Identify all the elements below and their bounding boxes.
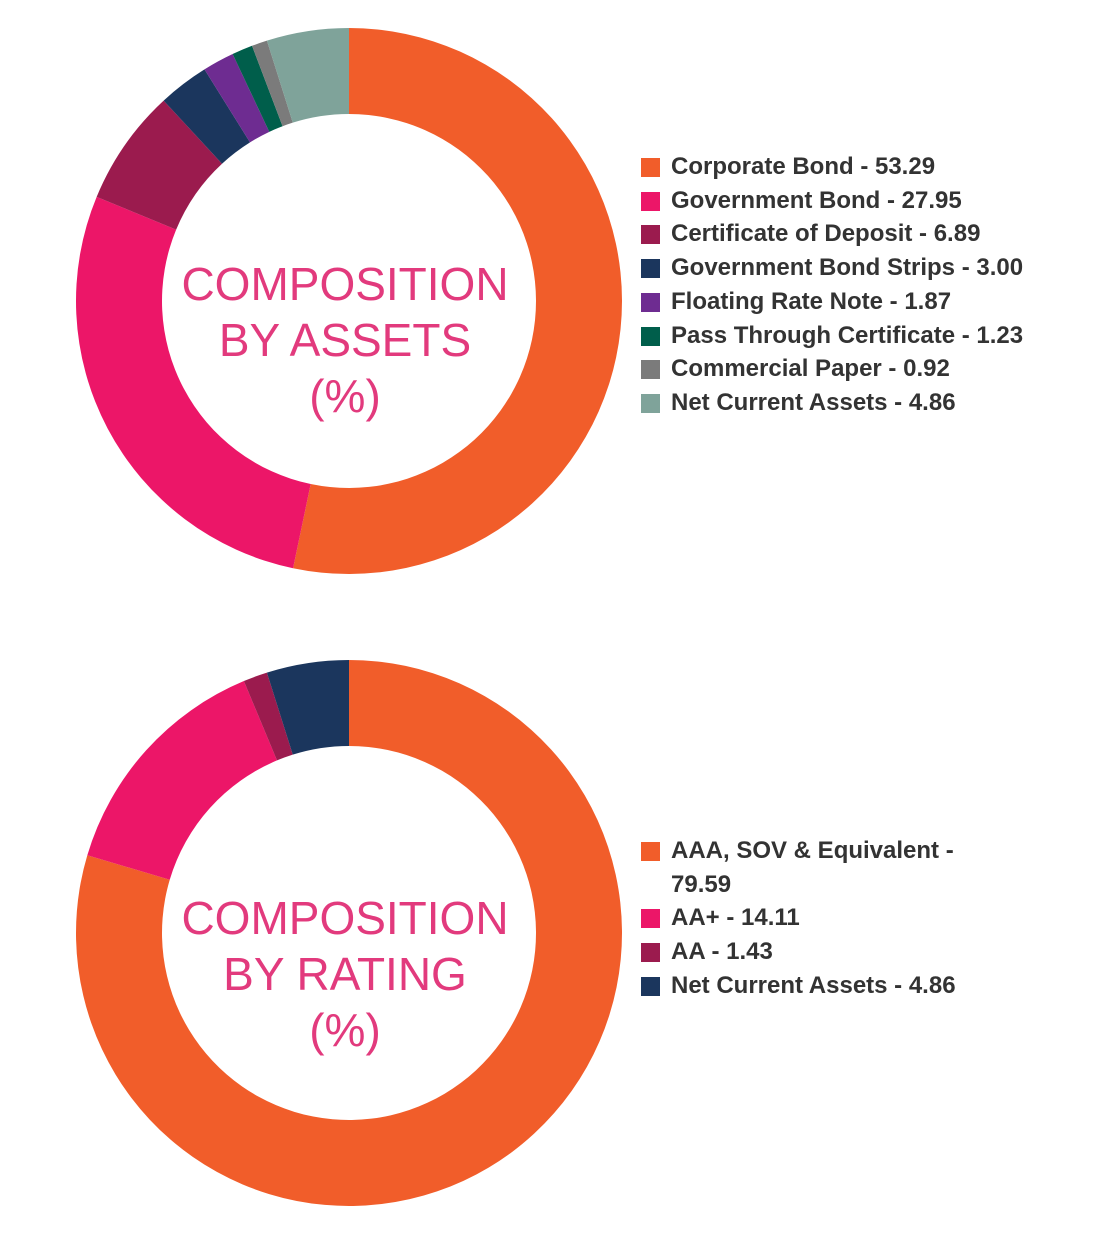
- legend-label: AAA, SOV & Equivalent - 79.59: [671, 837, 954, 898]
- assets-legend-item-net-current-assets: Net Current Assets - 4.86: [641, 386, 1023, 420]
- assets-title-line-1: COMPOSITION: [181, 258, 509, 310]
- rating-legend: AAA, SOV & Equivalent - 79.59 AA+ - 14.11…: [641, 834, 1001, 1003]
- legend-label: Commercial Paper - 0.92: [671, 355, 950, 383]
- assets-legend-item-commercial-paper: Commercial Paper - 0.92: [641, 352, 1023, 386]
- assets-title-line-2: BY ASSETS: [218, 314, 472, 366]
- rating-slice-net-current-assets: [266, 660, 349, 755]
- legend-label: Pass Through Certificate - 1.23: [671, 321, 1024, 349]
- assets-legend-item-pass-through-certificate: Pass Through Certificate - 1.23: [641, 319, 1023, 353]
- assets-legend: Corporate Bond - 53.29 Government Bond - …: [641, 150, 1023, 420]
- legend-label: AA+ - 14.11: [671, 904, 800, 932]
- assets-slice-government-bond: [75, 196, 311, 569]
- assets-center-title: COMPOSITION BY ASSETS (%): [160, 256, 530, 424]
- rating-legend-item-aa: AA+ - 14.11: [641, 901, 1001, 935]
- assets-legend-item-certificate-of-deposit: Certificate of Deposit - 6.89: [641, 217, 1023, 251]
- assets-legend-item-corporate-bond: Corporate Bond - 53.29: [641, 150, 1023, 184]
- rating-legend-item-net-current-assets: Net Current Assets - 4.86: [641, 969, 1001, 1003]
- legend-swatch: [641, 909, 660, 929]
- legend-swatch: [641, 393, 660, 413]
- rating-legend-item-aaa-sov-equivalent: AAA, SOV & Equivalent - 79.59: [641, 834, 1001, 901]
- legend-label: Net Current Assets - 4.86: [671, 388, 956, 416]
- assets-slice-certificate-of-deposit: [96, 100, 223, 230]
- assets-slice-net-current-assets: [266, 28, 349, 123]
- assets-donut: [75, 28, 622, 574]
- rating-legend-item-aa: AA - 1.43: [641, 935, 1001, 969]
- rating-title-line-3: (%): [309, 1004, 381, 1056]
- assets-title-line-3: (%): [309, 370, 381, 422]
- assets-slice-government-bond-strips: [163, 69, 251, 164]
- legend-label: Net Current Assets - 4.86: [671, 971, 956, 999]
- legend-swatch: [641, 842, 660, 861]
- legend-label: Government Bond Strips - 3.00: [671, 254, 1024, 282]
- legend-label: Certificate of Deposit - 6.89: [671, 220, 981, 248]
- legend-swatch: [641, 976, 660, 996]
- assets-slice-floating-rate-note: [204, 54, 270, 143]
- rating-center-title: COMPOSITION BY RATING (%): [160, 890, 530, 1058]
- legend-swatch: [641, 943, 660, 963]
- rating-title-line-1: COMPOSITION: [181, 892, 509, 944]
- assets-slice-commercial-paper: [252, 40, 293, 127]
- legend-swatch: [641, 360, 660, 380]
- rating-composition-chart: COMPOSITION BY RATING (%) AAA, SOV & Equ…: [0, 630, 1101, 1251]
- rating-slice-aaa-sov-equivalent: [75, 660, 623, 1206]
- legend-label: Government Bond - 27.95: [671, 186, 962, 214]
- legend-label: Corporate Bond - 53.29: [671, 153, 936, 180]
- legend-swatch: [641, 191, 660, 211]
- assets-legend-item-government-bond-strips: Government Bond Strips - 3.00: [641, 251, 1023, 285]
- legend-swatch: [641, 225, 660, 245]
- legend-swatch: [641, 158, 660, 177]
- rating-donut: [75, 660, 623, 1206]
- legend-swatch: [641, 259, 660, 279]
- legend-swatch: [641, 292, 660, 312]
- legend-swatch: [641, 326, 660, 346]
- legend-label: Floating Rate Note - 1.87: [671, 287, 952, 315]
- assets-legend-item-floating-rate-note: Floating Rate Note - 1.87: [641, 285, 1023, 319]
- assets-slice-pass-through-certificate: [232, 45, 283, 132]
- assets-slice-corporate-bond: [293, 28, 622, 574]
- rating-slice-aa: [87, 681, 277, 880]
- legend-label: AA - 1.43: [671, 938, 773, 966]
- rating-slice-aa: [243, 672, 293, 761]
- rating-title-line-2: BY RATING: [223, 948, 467, 1000]
- assets-composition-chart: COMPOSITION BY ASSETS (%) Corporate Bond…: [0, 0, 1101, 620]
- assets-legend-item-government-bond: Government Bond - 27.95: [641, 184, 1023, 218]
